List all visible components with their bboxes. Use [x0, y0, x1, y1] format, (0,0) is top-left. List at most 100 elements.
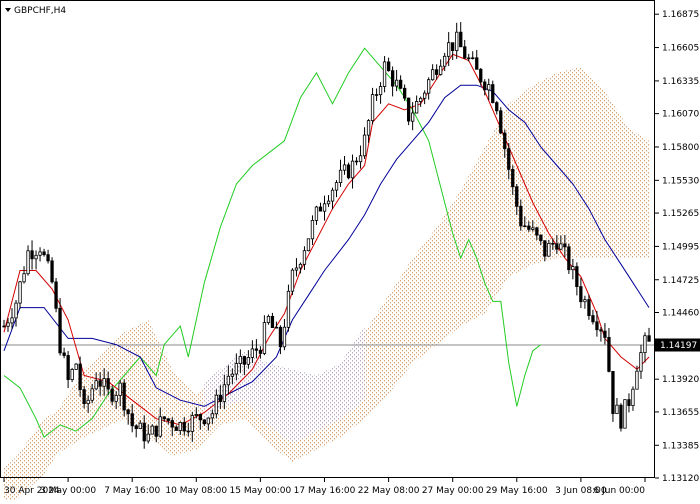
- candle-body: [519, 205, 523, 227]
- candle-body: [410, 112, 415, 122]
- candle-body: [226, 375, 231, 386]
- candle-body: [2, 325, 6, 328]
- candle-body: [635, 370, 639, 390]
- candle-body: [290, 269, 295, 292]
- candle-body: [358, 155, 363, 163]
- candle-body: [571, 266, 575, 271]
- candle-body: [70, 368, 74, 380]
- candle-body: [539, 234, 543, 242]
- candle-body: [206, 417, 211, 425]
- candle-body: [182, 421, 186, 432]
- candle-body: [274, 326, 279, 329]
- candle-body: [603, 330, 607, 338]
- candle-body: [450, 42, 455, 52]
- candle-body: [611, 370, 615, 414]
- x-tick-label: 15 May 00:00: [230, 486, 292, 496]
- candle-body: [118, 382, 122, 396]
- current-price-tag: 1.14197: [655, 338, 700, 352]
- tenkan-sen-line: [3, 53, 650, 426]
- candle-body: [266, 315, 271, 323]
- candle-body: [386, 61, 391, 72]
- y-tick-label: 1.14460: [662, 308, 699, 318]
- x-tick-label: 10 May 08:00: [165, 486, 227, 496]
- x-tick-label: 29 May 16:00: [486, 486, 548, 496]
- candle-body: [246, 356, 251, 365]
- candle-body: [426, 79, 431, 94]
- candle-body: [595, 321, 599, 331]
- candle-body: [647, 335, 651, 342]
- candle-body: [563, 243, 567, 248]
- candle-body: [483, 81, 487, 91]
- candle-body: [607, 336, 611, 372]
- candle-body: [134, 425, 138, 429]
- candle-body: [338, 169, 343, 183]
- candle-body: [238, 356, 243, 364]
- candle-body: [374, 94, 379, 96]
- candle-body: [298, 263, 303, 269]
- candle-body: [94, 380, 98, 390]
- candle-body: [503, 132, 507, 150]
- candle-body: [643, 335, 647, 354]
- candle-body: [515, 186, 519, 207]
- candle-body: [446, 42, 451, 57]
- candle-body: [318, 206, 323, 212]
- candle-body: [214, 394, 219, 415]
- candle-body: [531, 227, 535, 230]
- plot-frame: [0, 0, 655, 478]
- candle-body: [414, 101, 419, 114]
- candle-body: [198, 413, 203, 421]
- candle-body: [122, 382, 126, 411]
- candle-body: [430, 69, 435, 81]
- candle-body: [579, 286, 583, 303]
- candle-body: [150, 425, 154, 435]
- candle-body: [475, 57, 479, 70]
- candle-body: [262, 322, 267, 354]
- candle-body: [234, 363, 239, 375]
- candle-body: [222, 384, 227, 402]
- candle-body: [170, 420, 174, 428]
- candle-body: [366, 120, 371, 136]
- candle-body: [438, 65, 443, 75]
- candle-body: [418, 97, 423, 102]
- candle-body: [78, 363, 82, 391]
- candle-body: [254, 348, 259, 351]
- candle-body: [314, 206, 319, 221]
- candle-body: [559, 243, 563, 250]
- candle-body: [402, 87, 407, 99]
- candle-body: [390, 70, 395, 87]
- y-tick-label: 1.13385: [662, 441, 699, 451]
- candle-body: [18, 281, 22, 304]
- candle-body: [282, 326, 287, 348]
- candle-body: [114, 395, 118, 402]
- candle-body: [330, 189, 335, 202]
- candle-body: [639, 352, 643, 372]
- candle-body: [186, 430, 190, 433]
- x-tick-label: 7 May 16:00: [104, 486, 160, 496]
- candle-body: [10, 317, 14, 324]
- candle-body: [58, 307, 62, 354]
- symbol-header[interactable]: GBPCHF,H4: [5, 6, 66, 16]
- candle-body: [286, 290, 291, 328]
- candle-body: [310, 219, 315, 240]
- candle-body: [434, 69, 439, 75]
- candle-body: [130, 413, 134, 427]
- candle-body: [50, 260, 54, 283]
- y-tick-label: 1.14725: [662, 276, 699, 286]
- candle-body: [507, 148, 511, 170]
- dropdown-triangle-icon[interactable]: [5, 8, 11, 12]
- kijun-sen-line: [3, 84, 650, 407]
- candle-body: [66, 355, 70, 381]
- y-axis: 1.16875 1.16605 1.16335 1.16070 1.15800 1.155…: [655, 10, 699, 484]
- candle-body: [210, 413, 215, 419]
- kumo-bear-area: [204, 326, 365, 444]
- candle-body: [250, 348, 255, 358]
- candle-body: [38, 251, 42, 256]
- candle-body: [350, 160, 355, 179]
- candlesticks: [2, 22, 651, 449]
- y-tick-label: 1.14995: [662, 242, 699, 252]
- candle-body: [567, 246, 571, 271]
- candle-body: [86, 399, 90, 404]
- candle-body: [547, 242, 551, 257]
